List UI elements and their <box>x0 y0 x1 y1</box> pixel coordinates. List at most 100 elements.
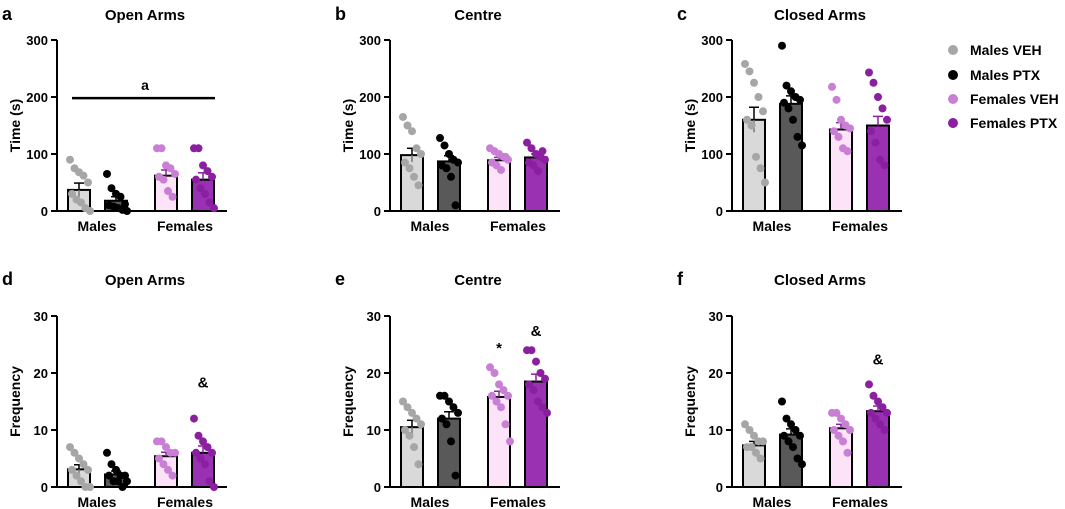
data-point-males-ptx <box>782 414 791 423</box>
data-point-males-ptx <box>445 150 453 158</box>
data-point-females-veh <box>830 426 838 434</box>
data-point-males-veh <box>86 207 94 215</box>
data-point-males-veh <box>750 78 758 87</box>
y-tick-label: 200 <box>359 90 381 105</box>
data-point-females-ptx <box>192 175 200 184</box>
data-point-males-ptx <box>442 164 451 173</box>
data-point-males-veh <box>759 437 767 446</box>
data-point-females-ptx <box>541 374 549 383</box>
data-point-males-ptx <box>782 81 791 90</box>
data-point-males-veh <box>747 443 756 452</box>
y-tick-label: 10 <box>709 423 723 438</box>
data-point-males-ptx <box>451 201 460 210</box>
y-axis-label: Time (s) <box>682 99 698 152</box>
data-point-females-veh <box>159 175 168 184</box>
data-point-males-veh <box>761 178 769 187</box>
data-point-males-ptx <box>798 141 806 150</box>
data-point-males-veh <box>756 164 765 173</box>
data-point-females-ptx <box>538 403 547 412</box>
x-tick-label: Females <box>157 494 213 509</box>
legend-dot-females-ptx <box>948 118 958 128</box>
bar-females-ptx <box>524 380 548 488</box>
data-point-females-veh <box>843 448 852 457</box>
data-point-females-ptx <box>527 144 536 153</box>
y-tick-label: 0 <box>41 480 48 495</box>
legend-label-males-veh: Males VEH <box>970 42 1042 58</box>
significance-marker: & <box>198 374 209 391</box>
data-point-females-ptx <box>869 391 878 400</box>
data-point-females-ptx <box>871 414 880 423</box>
data-point-females-veh <box>168 192 177 201</box>
data-point-males-veh <box>77 477 85 486</box>
y-tick-label: 30 <box>709 309 723 324</box>
y-tick-label: 30 <box>34 309 48 324</box>
data-point-females-ptx <box>874 93 882 101</box>
data-point-males-ptx <box>438 414 446 423</box>
data-point-males-ptx <box>445 397 453 406</box>
panel-title: Closed Arms <box>774 7 866 24</box>
y-tick-label: 0 <box>41 204 48 219</box>
data-point-males-veh <box>399 112 407 121</box>
data-point-males-veh <box>403 121 412 130</box>
data-point-males-veh <box>68 189 76 198</box>
data-point-males-ptx <box>793 454 802 463</box>
legend-label-females-veh: Females VEH <box>970 91 1059 107</box>
data-point-females-ptx <box>538 147 547 156</box>
x-tick-label: Females <box>490 218 546 234</box>
data-point-males-ptx <box>791 426 800 434</box>
data-point-females-ptx <box>536 369 545 377</box>
data-point-females-veh <box>164 465 172 474</box>
data-point-males-veh <box>405 431 414 440</box>
data-point-females-veh <box>164 187 172 196</box>
data-point-females-veh <box>834 132 843 141</box>
data-point-males-ptx <box>798 460 806 469</box>
data-point-males-veh <box>417 420 425 429</box>
legend: Males VEH Males PTX Females VEH Females … <box>948 42 1059 131</box>
significance-marker: * <box>496 340 502 357</box>
data-point-females-veh <box>832 95 841 104</box>
panel-letter: a <box>2 4 13 24</box>
data-point-females-veh <box>159 460 168 469</box>
data-point-males-veh <box>412 144 421 153</box>
data-point-females-ptx <box>208 172 216 181</box>
data-point-females-ptx <box>534 167 542 176</box>
data-point-males-veh <box>741 59 749 68</box>
data-point-males-ptx <box>436 134 444 143</box>
data-point-males-veh <box>408 127 416 136</box>
significance-marker: & <box>531 323 542 340</box>
data-point-females-ptx <box>194 431 203 440</box>
data-point-males-ptx <box>454 408 462 417</box>
data-point-females-ptx <box>194 144 203 153</box>
data-point-males-ptx <box>784 437 793 446</box>
data-point-females-ptx <box>880 161 889 170</box>
data-point-females-veh <box>830 127 838 136</box>
data-point-females-veh <box>846 426 854 434</box>
data-point-males-ptx <box>112 465 120 474</box>
data-point-females-ptx <box>199 161 207 170</box>
data-point-males-ptx <box>440 141 449 150</box>
data-point-males-veh <box>410 443 418 452</box>
y-tick-label: 100 <box>701 147 723 162</box>
legend-dot-males-ptx <box>948 70 958 80</box>
data-point-females-ptx <box>210 483 218 491</box>
data-point-females-veh <box>497 165 505 174</box>
bar-females-veh <box>829 128 853 213</box>
data-point-females-ptx <box>867 408 875 417</box>
data-point-males-veh <box>86 483 94 491</box>
data-point-males-ptx <box>780 431 788 440</box>
data-point-females-ptx <box>865 68 873 77</box>
significance-marker: & <box>873 351 884 368</box>
data-point-females-ptx <box>529 161 538 170</box>
data-point-males-veh <box>405 164 414 173</box>
data-point-males-veh <box>401 158 409 167</box>
data-point-females-ptx <box>192 448 200 457</box>
data-point-males-ptx <box>107 184 116 193</box>
data-point-females-ptx <box>865 380 873 389</box>
data-point-males-ptx <box>447 437 455 446</box>
panel-letter: d <box>2 269 13 289</box>
data-point-males-ptx <box>123 477 131 486</box>
data-point-males-veh <box>752 152 760 161</box>
data-point-females-ptx <box>205 198 214 207</box>
data-point-males-veh <box>410 172 418 181</box>
data-point-females-ptx <box>525 380 533 389</box>
